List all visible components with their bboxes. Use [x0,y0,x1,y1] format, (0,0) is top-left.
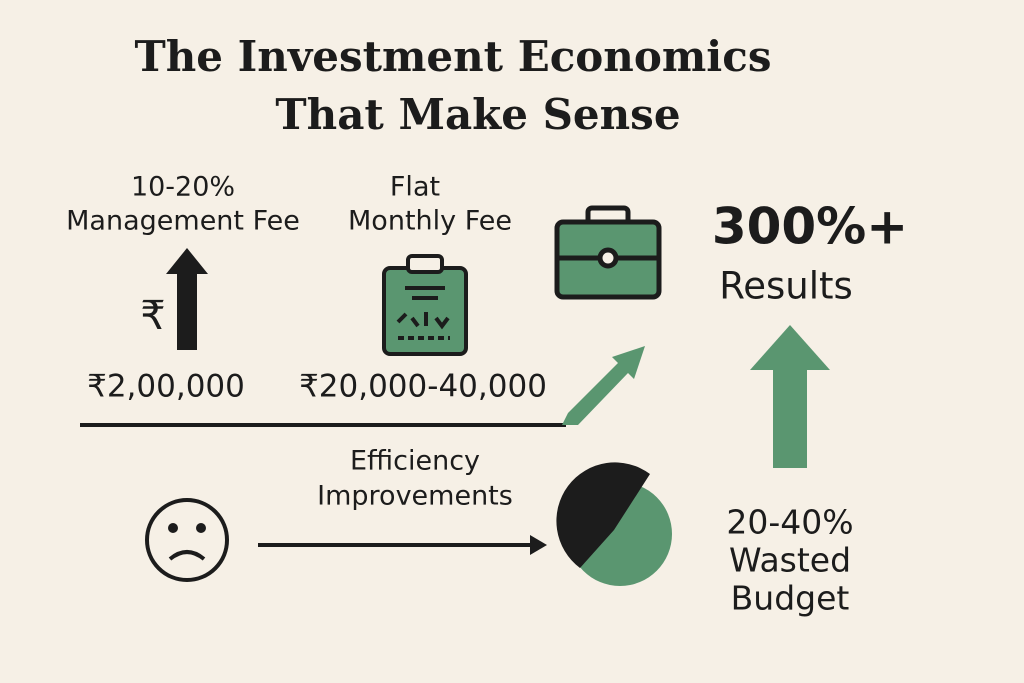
sad-face [145,498,229,582]
flow-arrow [258,535,547,555]
title-line: The Investment Economics [135,32,772,81]
up-arrow [166,248,208,350]
rupee-symbol: ₹ [140,293,165,339]
briefcase-icon [554,205,662,300]
title-line: That Make Sense [275,90,680,139]
fee-amount: ₹2,00,000 [87,369,245,405]
waste-label: Budget [731,579,850,618]
big-up-arrow [750,325,830,468]
fee-label: 10-20% [131,172,235,203]
fee-amount: ₹20,000-40,000 [299,369,547,405]
fee-label: Flat [390,172,440,203]
efficiency-label: Improvements [317,481,513,512]
results-label: Results [719,265,853,308]
waste-label: 20-40% [726,503,853,542]
pie-icon [556,462,672,586]
efficiency-label: Efficiency [350,446,480,477]
fee-label: Monthly Fee [348,206,512,237]
growth-arrow [562,346,645,425]
fee-label: Management Fee [66,206,300,237]
waste-label: Wasted [729,541,851,580]
results-value: 300%+ [712,198,908,256]
clipboard-icon [382,254,468,356]
